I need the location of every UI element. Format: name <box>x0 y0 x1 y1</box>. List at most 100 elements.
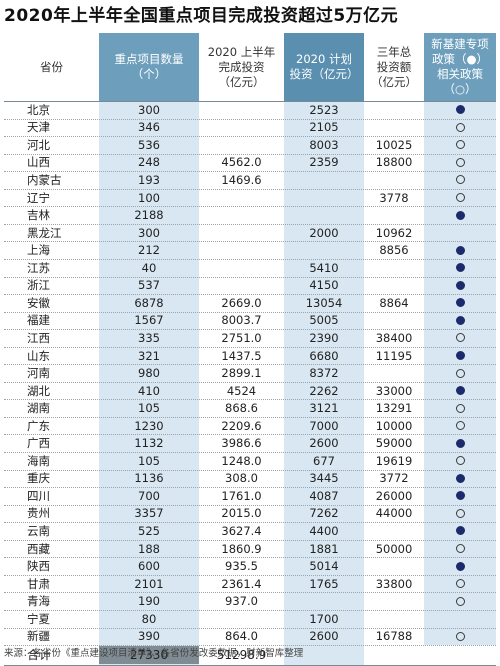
cell-plan: 1765 <box>309 576 339 591</box>
cell-count: 537 <box>138 278 160 293</box>
cell-h1: 3986.6 <box>221 436 262 451</box>
open-circle-icon <box>455 122 465 132</box>
cell-plan: 5410 <box>309 260 339 275</box>
province-name: 浙江 <box>27 278 50 293</box>
cell-plan: 4087 <box>309 488 339 503</box>
count-column-bg-header <box>99 33 199 101</box>
cell-count: 700 <box>138 488 160 503</box>
header-province: 省份 <box>40 59 63 74</box>
cell-plan: 13054 <box>305 295 343 310</box>
cell-total: 3772 <box>379 471 409 486</box>
cell-count: 300 <box>138 102 160 117</box>
cell-total: 33000 <box>375 383 413 398</box>
row-divider <box>4 381 496 383</box>
investment-table: 省份 重点项目数量 （个） 2020 上半年 完成投资 （亿元） 2020 计划 投资… <box>4 33 496 666</box>
province-name: 甘肃 <box>27 576 50 591</box>
cell-count: 105 <box>138 401 160 416</box>
open-circle-icon <box>455 175 465 185</box>
total-count: 27330 <box>129 648 169 663</box>
cell-count: 193 <box>138 173 160 187</box>
row-divider <box>4 171 496 173</box>
cell-count: 6878 <box>134 295 164 310</box>
cell-count: 3357 <box>134 506 164 521</box>
cell-count: 248 <box>138 155 160 170</box>
policy-column-bg-header <box>424 33 496 101</box>
cell-plan: 4150 <box>309 278 339 293</box>
province-name: 广西 <box>27 436 50 451</box>
open-circle-icon <box>455 508 465 518</box>
row-divider <box>4 434 496 436</box>
header-total: 三年总 投资额 （亿元） <box>371 44 417 89</box>
province-name: 湖北 <box>27 383 50 398</box>
total-h1-invest: 51298.9 <box>216 648 267 663</box>
cell-h1: 4524 <box>226 383 257 398</box>
row-divider <box>4 188 496 190</box>
total-label: 合计 <box>27 648 52 663</box>
province-name: 黑龙江 <box>27 225 62 240</box>
filled-dot-icon <box>455 210 465 220</box>
header-h1: 2020 上半年 完成投资 （亿元） <box>207 44 276 89</box>
cell-total: 38400 <box>375 330 413 345</box>
cell-count: 190 <box>138 594 160 609</box>
filled-dot-icon <box>455 491 465 501</box>
cell-count: 40 <box>141 260 157 275</box>
cell-plan: 5014 <box>309 559 339 574</box>
row-divider <box>4 364 496 366</box>
open-circle-icon <box>455 157 465 167</box>
province-name: 湖南 <box>27 401 50 416</box>
row-divider <box>4 557 496 559</box>
cell-plan: 4400 <box>309 524 339 538</box>
cell-plan: 1881 <box>309 541 339 556</box>
cell-h1: 1761.0 <box>221 488 262 503</box>
cell-plan: 8003 <box>309 137 339 152</box>
filled-dot-icon <box>455 561 465 571</box>
row-divider <box>4 627 496 629</box>
open-circle-icon <box>455 456 465 466</box>
row-divider <box>4 399 496 401</box>
row-divider <box>4 206 496 208</box>
row-divider <box>4 241 496 243</box>
page-title: 2020年上半年全国重点项目完成投资超过5万亿元 <box>4 6 399 26</box>
open-circle-icon <box>455 631 465 641</box>
row-divider <box>4 574 496 576</box>
cell-total: 16788 <box>375 629 413 644</box>
row-divider <box>4 258 496 260</box>
province-name: 河北 <box>27 137 50 152</box>
filled-dot-icon <box>455 438 465 448</box>
cell-plan: 2390 <box>309 330 339 345</box>
province-name: 天津 <box>27 120 50 135</box>
cell-count: 188 <box>138 541 160 556</box>
cell-plan: 7000 <box>309 418 339 433</box>
cell-count: 300 <box>138 225 160 240</box>
cell-total: 18800 <box>375 155 413 170</box>
province-name: 贵州 <box>27 506 50 521</box>
filled-dot-icon <box>455 245 465 255</box>
cell-h1: 1469.6 <box>221 173 262 187</box>
total-count-highlight <box>99 646 199 665</box>
source-note: 来源：各省份《重点建设项目清单》、各省份发改委数据，财新智库整理 <box>4 648 304 659</box>
cell-count: 410 <box>138 383 160 398</box>
cell-plan: 2359 <box>309 155 339 170</box>
cell-total: 50000 <box>375 541 413 556</box>
cell-total: 8864 <box>379 295 409 310</box>
cell-plan: 2262 <box>309 383 339 398</box>
province-name: 辽宁 <box>27 190 50 205</box>
cell-h1: 1437.5 <box>221 348 262 363</box>
row-divider <box>4 487 496 489</box>
cell-plan: 677 <box>313 453 335 468</box>
row-divider <box>4 329 496 331</box>
row-divider <box>4 118 496 120</box>
cell-plan: 2000 <box>309 225 339 240</box>
cell-h1: 3627.4 <box>221 524 262 538</box>
province-name: 四川 <box>27 488 50 503</box>
filled-dot-icon <box>455 105 465 115</box>
row-divider <box>4 539 496 541</box>
header-divider <box>4 101 496 102</box>
cell-plan: 3121 <box>309 401 339 416</box>
filled-dot-icon <box>455 386 465 396</box>
province-name: 云南 <box>27 524 50 538</box>
cell-total: 26000 <box>375 488 413 503</box>
cell-h1: 1860.9 <box>221 541 262 556</box>
cell-count: 2101 <box>134 576 164 591</box>
row-divider <box>4 592 496 594</box>
